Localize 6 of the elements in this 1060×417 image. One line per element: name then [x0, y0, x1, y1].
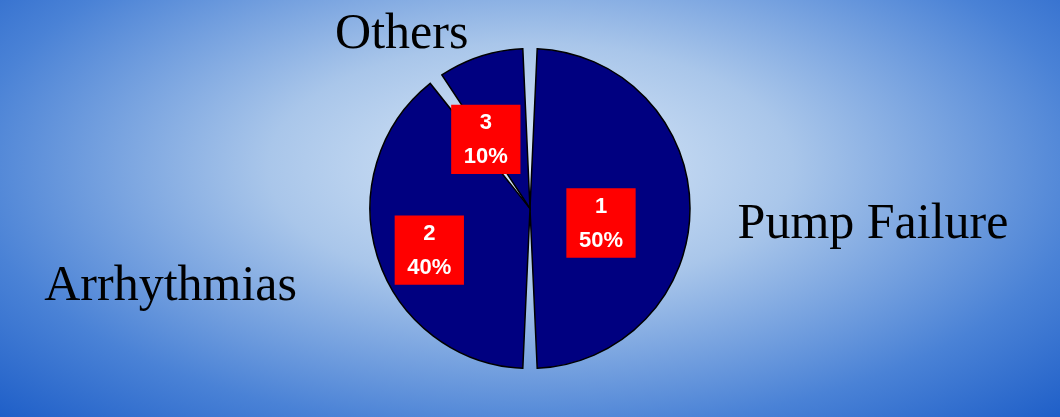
slice-label: Pump Failure	[737, 193, 1009, 249]
data-label: 2 40%	[407, 220, 452, 280]
slice-label: Others	[335, 2, 469, 59]
data-label: 3 10%	[463, 109, 508, 169]
slice-label: Arrhythmias	[44, 254, 297, 311]
data-label: 1 50%	[578, 193, 624, 252]
